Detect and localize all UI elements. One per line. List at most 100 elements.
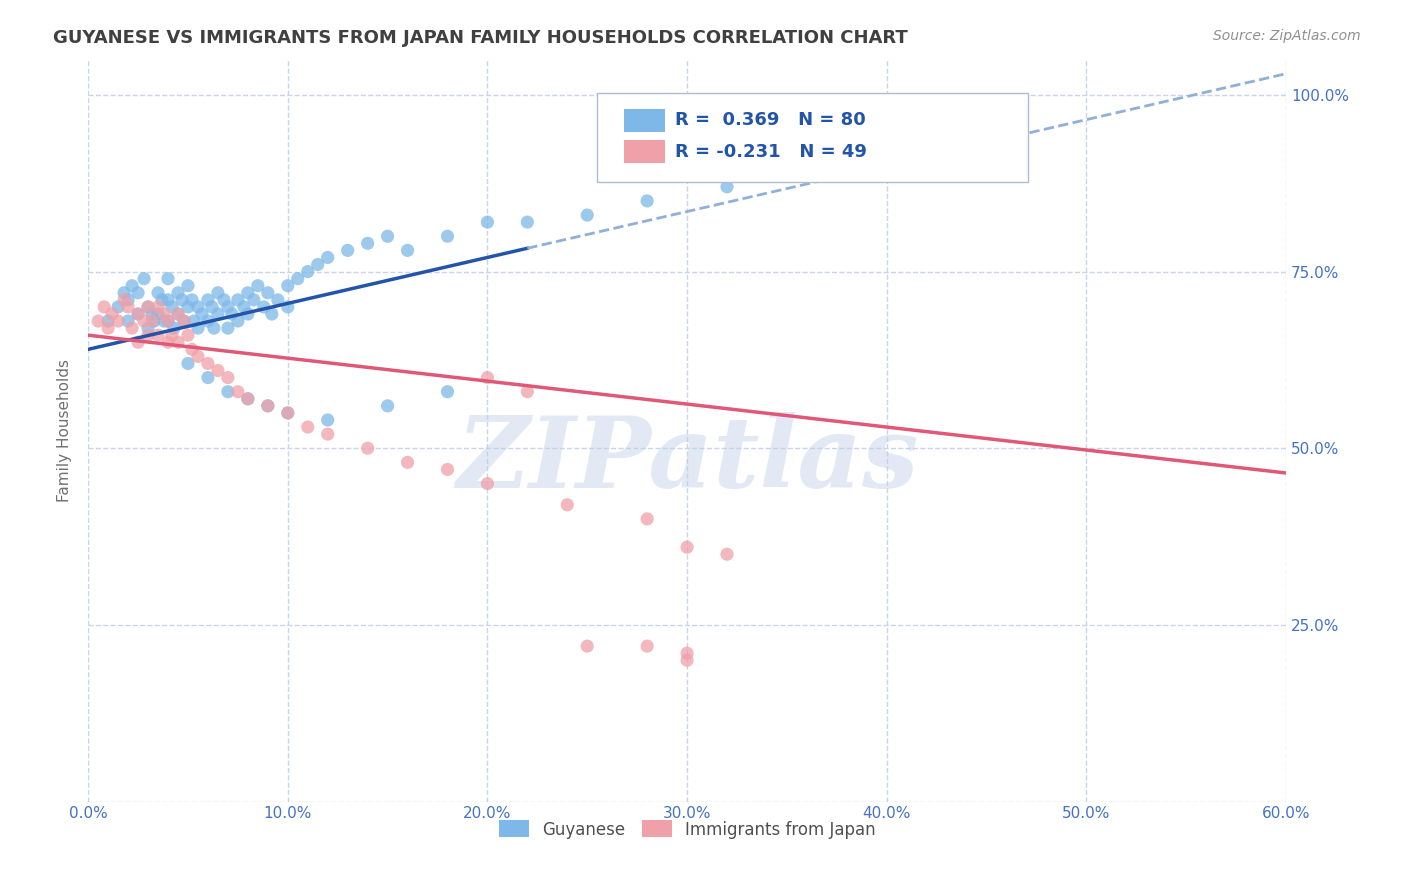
Point [112, 293, 135, 307]
Point [256, 399, 278, 413]
Point [167, 285, 190, 300]
FancyBboxPatch shape [624, 140, 665, 163]
Point [207, 285, 229, 300]
Point [132, 271, 155, 285]
Point [243, 293, 266, 307]
Point [217, 384, 239, 399]
Point [167, 307, 190, 321]
Point [256, 285, 278, 300]
Text: R =  0.369   N = 80: R = 0.369 N = 80 [675, 112, 866, 129]
Point [576, 639, 599, 653]
Point [201, 300, 224, 314]
Point [236, 307, 259, 321]
Point [226, 384, 249, 399]
Point [277, 406, 299, 420]
Point [277, 406, 299, 420]
Point [277, 278, 299, 293]
Point [236, 392, 259, 406]
Y-axis label: Family Households: Family Households [58, 359, 72, 502]
Point [256, 399, 278, 413]
Point [187, 300, 209, 314]
Point [187, 350, 209, 364]
Point [112, 285, 135, 300]
Point [377, 399, 399, 413]
Point [207, 363, 229, 377]
Point [197, 293, 219, 307]
Point [202, 321, 225, 335]
Point [555, 498, 578, 512]
Point [221, 307, 243, 321]
Point [516, 384, 538, 399]
Point [181, 293, 204, 307]
Point [87, 314, 110, 328]
Point [173, 314, 195, 328]
Text: Source: ZipAtlas.com: Source: ZipAtlas.com [1213, 29, 1361, 43]
Point [107, 314, 129, 328]
Point [136, 300, 159, 314]
Point [117, 300, 139, 314]
Point [226, 293, 249, 307]
Point [167, 307, 190, 321]
Point [436, 229, 458, 244]
Point [197, 356, 219, 370]
Point [141, 314, 163, 328]
Point [121, 321, 143, 335]
Point [716, 547, 738, 561]
Point [156, 314, 179, 328]
Point [177, 328, 200, 343]
Point [127, 307, 149, 321]
Point [156, 293, 179, 307]
Point [156, 335, 179, 350]
Point [217, 370, 239, 384]
Point [676, 646, 699, 660]
Point [163, 321, 186, 335]
Point [287, 271, 309, 285]
Point [676, 653, 699, 667]
Text: ZIPatlas: ZIPatlas [456, 412, 918, 508]
FancyBboxPatch shape [624, 109, 665, 132]
Point [153, 314, 176, 328]
Point [356, 442, 378, 456]
Point [636, 512, 658, 526]
Point [246, 278, 269, 293]
Point [187, 321, 209, 335]
Point [127, 285, 149, 300]
Point [177, 356, 200, 370]
Point [477, 476, 499, 491]
Point [181, 343, 204, 357]
Point [316, 427, 339, 442]
Point [267, 293, 290, 307]
Point [297, 264, 319, 278]
Point [177, 278, 200, 293]
Point [167, 335, 190, 350]
Point [132, 314, 155, 328]
Point [156, 271, 179, 285]
Point [197, 314, 219, 328]
Point [212, 293, 235, 307]
Point [516, 215, 538, 229]
Point [143, 314, 166, 328]
Point [676, 540, 699, 554]
Point [117, 293, 139, 307]
Point [356, 236, 378, 251]
FancyBboxPatch shape [598, 93, 1028, 182]
Point [170, 293, 193, 307]
Point [236, 392, 259, 406]
Point [121, 278, 143, 293]
Point [153, 307, 176, 321]
Point [173, 314, 195, 328]
Point [127, 335, 149, 350]
Point [477, 370, 499, 384]
Point [217, 300, 239, 314]
Point [716, 179, 738, 194]
Point [141, 307, 163, 321]
Point [150, 293, 173, 307]
Point [477, 215, 499, 229]
Point [136, 300, 159, 314]
Point [253, 300, 276, 314]
Point [336, 244, 359, 258]
Point [160, 300, 183, 314]
Point [277, 300, 299, 314]
Point [636, 639, 658, 653]
Point [146, 285, 169, 300]
